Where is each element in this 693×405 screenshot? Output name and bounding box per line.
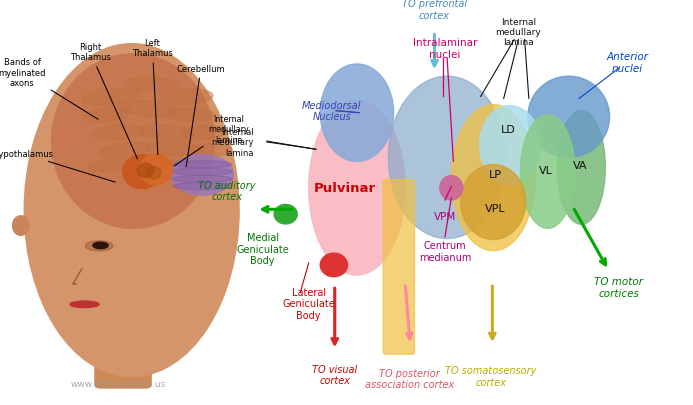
Ellipse shape — [24, 45, 239, 377]
Ellipse shape — [82, 89, 140, 106]
Ellipse shape — [119, 101, 179, 117]
Ellipse shape — [191, 145, 232, 157]
Text: VA: VA — [573, 161, 588, 171]
Ellipse shape — [320, 65, 394, 162]
Text: Mediodorsal
Nucleus: Mediodorsal Nucleus — [302, 100, 362, 122]
Text: TO posterior
association cortex: TO posterior association cortex — [365, 368, 454, 390]
Text: Hypothalamus: Hypothalamus — [0, 149, 115, 183]
Ellipse shape — [171, 155, 234, 196]
Ellipse shape — [557, 111, 606, 225]
Ellipse shape — [100, 143, 150, 158]
Text: Medial
Geniculate
Body: Medial Geniculate Body — [236, 232, 289, 266]
Text: Intralaminar
nuclei: Intralaminar nuclei — [413, 38, 477, 60]
Ellipse shape — [274, 205, 297, 224]
Ellipse shape — [167, 109, 214, 122]
Ellipse shape — [388, 77, 506, 239]
Text: Centrum
medianum: Centrum medianum — [419, 240, 471, 262]
Ellipse shape — [139, 155, 173, 185]
FancyBboxPatch shape — [383, 180, 414, 354]
Text: TO prefrontal
cortex: TO prefrontal cortex — [402, 0, 467, 21]
Ellipse shape — [528, 77, 610, 158]
Text: Pulvinar: Pulvinar — [313, 182, 376, 195]
Text: Internal
medullary
lamina: Internal medullary lamina — [174, 115, 249, 166]
Ellipse shape — [88, 160, 134, 173]
Text: TO somatosensory
cortex: TO somatosensory cortex — [446, 365, 537, 387]
Ellipse shape — [173, 168, 231, 176]
Ellipse shape — [308, 101, 405, 275]
Ellipse shape — [83, 107, 132, 124]
Ellipse shape — [123, 155, 161, 189]
Ellipse shape — [137, 164, 154, 178]
Ellipse shape — [125, 78, 180, 92]
Ellipse shape — [85, 241, 113, 251]
Ellipse shape — [173, 176, 231, 183]
Text: Left
Thalamus: Left Thalamus — [132, 39, 173, 155]
Ellipse shape — [134, 159, 184, 171]
Text: Lateral
Geniculate
Body: Lateral Geniculate Body — [282, 287, 335, 320]
Ellipse shape — [161, 90, 213, 105]
Ellipse shape — [12, 216, 29, 236]
Text: Right
Thalamus: Right Thalamus — [70, 43, 137, 160]
Text: TO visual
cortex: TO visual cortex — [312, 364, 358, 386]
Ellipse shape — [440, 176, 463, 200]
Ellipse shape — [451, 105, 535, 251]
Ellipse shape — [70, 301, 99, 308]
Text: LD: LD — [500, 125, 516, 134]
Ellipse shape — [173, 183, 231, 190]
Ellipse shape — [139, 125, 194, 141]
Ellipse shape — [182, 126, 227, 140]
Text: VPM: VPM — [434, 212, 456, 222]
Ellipse shape — [461, 165, 526, 240]
Ellipse shape — [91, 125, 145, 141]
Ellipse shape — [173, 161, 231, 168]
Text: TO motor
cortices: TO motor cortices — [595, 277, 644, 298]
Text: VPL: VPL — [485, 204, 506, 213]
FancyBboxPatch shape — [95, 329, 151, 388]
Text: Internal
medullary
lamina: Internal medullary lamina — [495, 17, 541, 47]
Ellipse shape — [480, 106, 541, 185]
Ellipse shape — [147, 167, 161, 179]
Text: TO auditory
cortex: TO auditory cortex — [198, 180, 256, 202]
Text: www.mbbsinchina.us: www.mbbsinchina.us — [70, 379, 166, 388]
Ellipse shape — [93, 243, 108, 249]
Text: Internal
medullary
lamina: Internal medullary lamina — [212, 128, 254, 158]
Ellipse shape — [520, 115, 575, 229]
Ellipse shape — [320, 254, 347, 277]
Text: LP: LP — [489, 169, 502, 179]
Text: VL: VL — [538, 165, 552, 175]
Text: Anterior
nuclei: Anterior nuclei — [606, 52, 649, 74]
Text: Cerebellum: Cerebellum — [177, 64, 225, 167]
Ellipse shape — [52, 55, 215, 229]
Ellipse shape — [146, 142, 200, 156]
Text: Bands of
myelinated
axons: Bands of myelinated axons — [0, 58, 98, 120]
